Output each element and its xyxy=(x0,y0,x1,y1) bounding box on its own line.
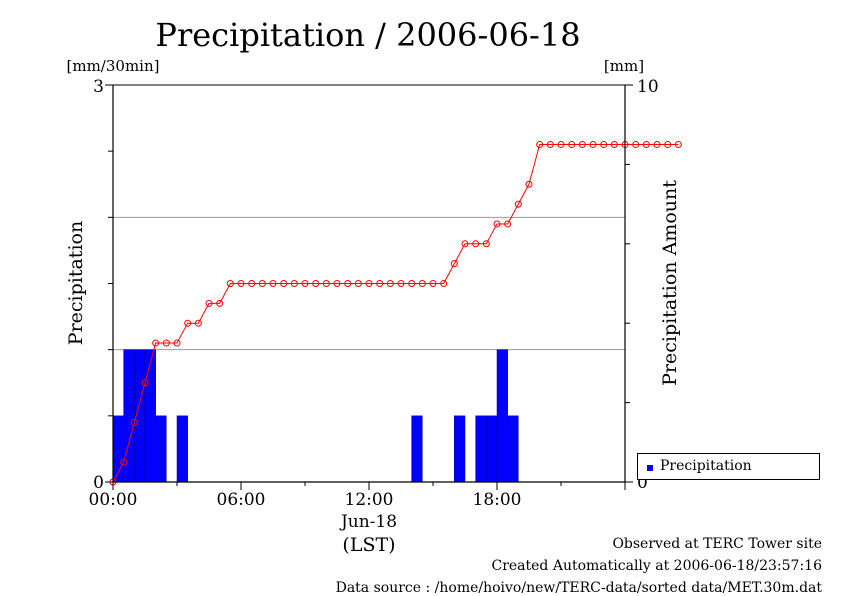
legend-swatch-precipitation xyxy=(647,465,653,471)
precipitation-amount-point xyxy=(429,280,437,287)
precipitation-amount-point xyxy=(440,280,448,287)
precipitation-amount-point xyxy=(280,280,288,287)
precipitation-amount-point xyxy=(504,220,512,228)
right-axis-unit: [mm] xyxy=(604,57,644,75)
precipitation-amount-point xyxy=(354,280,362,287)
precipitation-bar xyxy=(475,415,487,483)
plot-area xyxy=(105,84,682,490)
precipitation-amount-point xyxy=(152,339,160,347)
precipitation-amount-point xyxy=(674,141,682,149)
precipitation-amount-point xyxy=(493,220,501,228)
precipitation-amount-point xyxy=(205,299,213,307)
x-tick-0600: 06:00 xyxy=(217,490,266,510)
precipitation-amount-point xyxy=(461,240,469,248)
precipitation-amount-point xyxy=(386,280,394,287)
x-timezone-label: (LST) xyxy=(342,534,395,556)
precipitation-amount-point xyxy=(184,319,192,327)
precipitation-amount-point xyxy=(141,379,149,387)
precipitation-amount-point xyxy=(301,280,309,287)
precipitation-amount-point xyxy=(642,141,650,149)
x-tick-1200: 12:00 xyxy=(345,490,394,510)
precipitation-amount-point xyxy=(664,141,672,149)
precipitation-amount-point xyxy=(290,280,298,287)
precipitation-bar xyxy=(123,349,135,483)
precipitation-amount-point xyxy=(120,458,128,466)
x-date-label: Jun-18 xyxy=(339,512,397,532)
precipitation-amount-point xyxy=(333,280,341,287)
chart-title: Precipitation / 2006-06-18 xyxy=(155,16,580,54)
precipitation-amount-point xyxy=(344,280,352,287)
precipitation-amount-point xyxy=(162,339,170,347)
precipitation-amount-point xyxy=(418,280,426,287)
x-tick-1800: 18:00 xyxy=(473,490,522,510)
legend: Precipitation xyxy=(637,453,820,480)
precipitation-amount-point xyxy=(173,339,181,347)
precipitation-amount-point xyxy=(600,141,608,149)
precipitation-amount-point xyxy=(397,280,405,287)
footer-observed: Observed at TERC Tower site xyxy=(612,536,822,552)
precipitation-bar xyxy=(454,415,466,483)
precipitation-amount-point xyxy=(568,141,576,149)
x-tick-0000: 00:00 xyxy=(89,490,138,510)
precipitation-amount-point xyxy=(546,141,554,149)
precipitation-bar xyxy=(176,415,188,483)
precipitation-amount-point xyxy=(248,280,256,287)
precipitation-amount-point xyxy=(450,260,458,268)
precipitation-amount-point xyxy=(482,240,490,248)
precipitation-amount-point xyxy=(365,280,373,287)
precipitation-amount-point xyxy=(312,280,320,287)
precipitation-amount-point xyxy=(578,141,586,149)
precipitation-amount-line xyxy=(112,144,679,483)
precipitation-amount-point xyxy=(653,141,661,149)
left-tick-0: 0 xyxy=(93,473,104,493)
precipitation-amount-point xyxy=(226,280,234,287)
precipitation-amount-point xyxy=(632,141,640,149)
precipitation-amount-point xyxy=(216,299,224,307)
precipitation-amount-point xyxy=(514,200,522,208)
precipitation-amount-point xyxy=(269,280,277,287)
precipitation-bar xyxy=(155,415,167,483)
right-tick-10: 10 xyxy=(637,77,659,97)
precipitation-bar xyxy=(507,415,519,483)
precipitation-amount-point xyxy=(589,141,597,149)
precipitation-amount-point xyxy=(130,418,138,426)
precipitation-bar xyxy=(144,349,156,483)
precipitation-amount-point xyxy=(472,240,480,248)
precipitation-amount-point xyxy=(408,280,416,287)
precipitation-bar xyxy=(486,415,498,483)
precipitation-amount-point xyxy=(376,280,384,287)
precipitation-amount-point xyxy=(258,280,266,287)
precipitation-amount-point xyxy=(194,319,202,327)
precipitation-amount-point xyxy=(237,280,245,287)
right-axis-label: Precipitation Amount xyxy=(659,180,681,386)
precipitation-bar xyxy=(411,415,423,483)
precipitation-amount-point xyxy=(525,180,533,188)
precipitation-amount-point xyxy=(557,141,565,149)
footer-source: Data source : /home/hoivo/new/TERC-data/… xyxy=(335,580,822,596)
precipitation-bar xyxy=(496,349,508,483)
footer-created: Created Automatically at 2006-06-18/23:5… xyxy=(491,558,822,574)
left-axis-unit: [mm/30min] xyxy=(67,57,160,75)
left-tick-3: 3 xyxy=(93,77,104,97)
left-axis-label: Precipitation xyxy=(65,221,87,345)
precipitation-amount-point xyxy=(610,141,618,149)
precipitation-amount-point xyxy=(536,141,544,149)
precipitation-amount-point xyxy=(322,280,330,287)
legend-label-precipitation: Precipitation xyxy=(660,458,752,474)
right-tick-0: 0 xyxy=(637,473,648,493)
